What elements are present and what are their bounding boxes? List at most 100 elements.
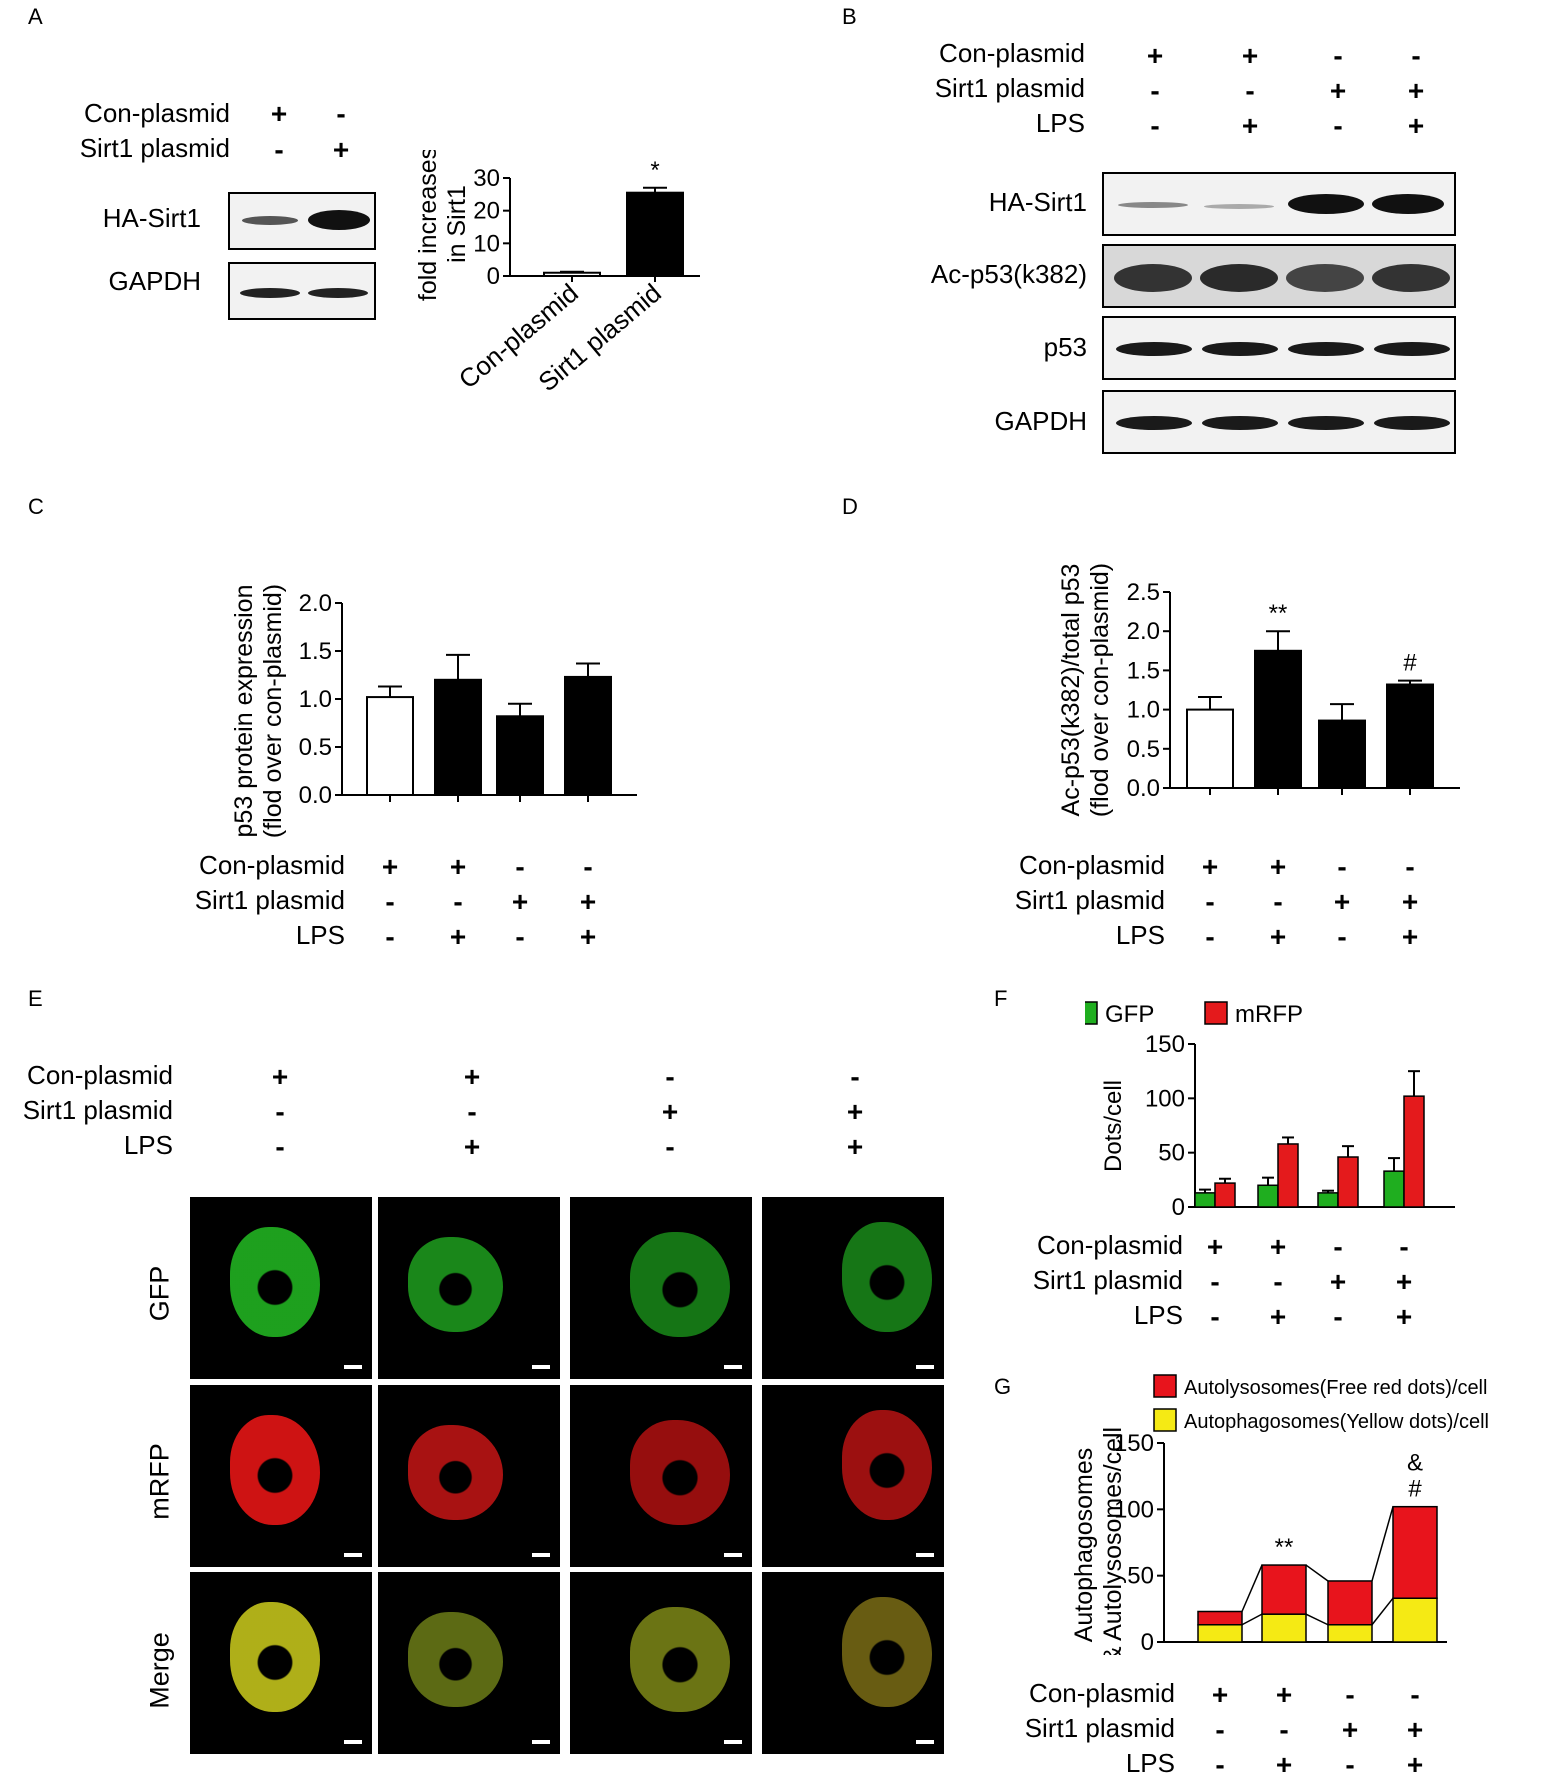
condition-symbol: + [1241,40,1259,71]
y-axis-label-line: Dots/cell [1100,1080,1127,1172]
condition-symbol: + [463,1061,481,1092]
condition-symbol: + [1146,40,1164,71]
gfp-image [378,1197,560,1379]
bar-segment [1197,1624,1243,1643]
condition-symbol: - [453,886,463,917]
cell-body [408,1612,503,1707]
y-tick-label: 0.5 [299,734,332,761]
mrfp-image [378,1385,560,1567]
mrfp-image [762,1385,944,1567]
y-tick-label: 2.0 [299,590,332,617]
scale-bar [724,1365,742,1369]
legend-label: Autophagosomes(Yellow dots)/cell [1184,1411,1489,1433]
condition-symbol: + [270,98,288,129]
y-tick-label: 0 [1141,1629,1154,1655]
panel-letter-g: G [994,1374,1012,1399]
significance-mark: ** [1275,1534,1294,1561]
image-row-label-mrfp: mRFP [144,1443,175,1520]
condition-symbol: + [1269,921,1287,952]
bar [1403,1095,1425,1208]
condition-symbol: - [1205,921,1215,952]
condition-symbol: - [1345,1679,1355,1710]
y-axis-label: Ac-p53(k382)/total p53 (flod over con-pla… [1057,563,1114,817]
y-tick-label: 0.5 [1127,736,1160,763]
y-axis-label-line: & Autolysosomes/cell [1099,1427,1127,1655]
cell-body [842,1410,932,1520]
cell-body [230,1227,320,1337]
y-tick-label: 1.0 [299,686,332,713]
legend-swatch [1153,1374,1177,1398]
condition-label-sirt: Sirt1 plasmid [194,885,345,915]
condition-symbol: - [850,1061,860,1092]
significance-mark: # [1403,650,1417,677]
merge-image [378,1572,560,1754]
condition-symbol: - [1333,110,1343,141]
bar-segment [1392,1597,1438,1643]
condition-symbol: - [1150,110,1160,141]
condition-symbol: - [1215,1749,1225,1780]
condition-symbol: + [1211,1679,1229,1710]
condition-label-sirt: Sirt1 plasmid [22,1095,173,1125]
scale-bar [344,1553,362,1557]
y-tick-label: 100 [1114,1496,1154,1523]
bar [1386,683,1434,789]
condition-label-con: Con-plasmid [1019,850,1165,880]
cell-body [230,1602,320,1712]
condition-symbol: + [511,886,529,917]
image-row-label-merge: Merge [144,1632,175,1709]
legend-label: mRFP [1235,1001,1303,1028]
western-blot-gapdh [1102,390,1456,454]
condition-symbol: - [385,921,395,952]
condition-symbol: - [1410,1679,1420,1710]
connector-line [1371,1597,1394,1626]
condition-symbol: - [1405,851,1415,882]
blot-label: GAPDH [108,266,201,296]
bar-segment [1261,1613,1307,1643]
y-axis-label-line: (flod over con-plasmid) [1086,563,1114,817]
gfp-image [762,1197,944,1379]
condition-symbol: - [515,851,525,882]
bar [1318,719,1366,790]
blot-label: GAPDH [994,406,1087,436]
y-tick-label: 20 [473,198,500,225]
condition-symbol: + [579,886,597,917]
condition-label-lps: LPS [295,920,345,950]
condition-symbol: - [467,1096,477,1127]
significance-mark: ** [1269,600,1288,627]
panel-letter-b: B [842,4,857,29]
y-tick-label: 30 [473,165,500,192]
bar [1254,649,1302,789]
condition-symbol: + [271,1061,289,1092]
condition-symbol: - [1279,1714,1289,1745]
condition-symbol: + [1329,75,1347,106]
scale-bar [724,1553,742,1557]
legend-swatch [1153,1408,1177,1432]
y-axis-label: fold increases in Sirt1 [414,150,471,301]
bar [1214,1182,1236,1208]
legend-swatch [1085,1001,1098,1025]
condition-symbol: - [1205,886,1215,917]
condition-label-sirt: Sirt1 plasmid [1014,885,1165,915]
scale-bar [532,1365,550,1369]
condition-symbol: + [1407,75,1425,106]
scale-bar [344,1365,362,1369]
y-tick-label: 0 [487,263,500,290]
condition-symbol: + [661,1096,679,1127]
blot-label: Ac-p53(k382) [930,259,1087,289]
y-tick-label: 50 [1158,1140,1185,1167]
connector-line [1305,1564,1329,1582]
condition-symbol: - [336,98,346,129]
condition-symbol: + [579,921,597,952]
condition-symbol: - [275,1131,285,1162]
scale-bar [916,1553,934,1557]
condition-symbol: + [1401,886,1419,917]
gfp-image [570,1197,752,1379]
condition-symbol: - [1273,886,1283,917]
condition-symbol: + [332,134,350,165]
condition-symbol: + [846,1096,864,1127]
condition-label-con: Con-plasmid [939,38,1085,68]
condition-symbol: + [381,851,399,882]
y-tick-label: 150 [1145,1031,1185,1058]
image-row-label-gfp: GFP [144,1265,175,1322]
